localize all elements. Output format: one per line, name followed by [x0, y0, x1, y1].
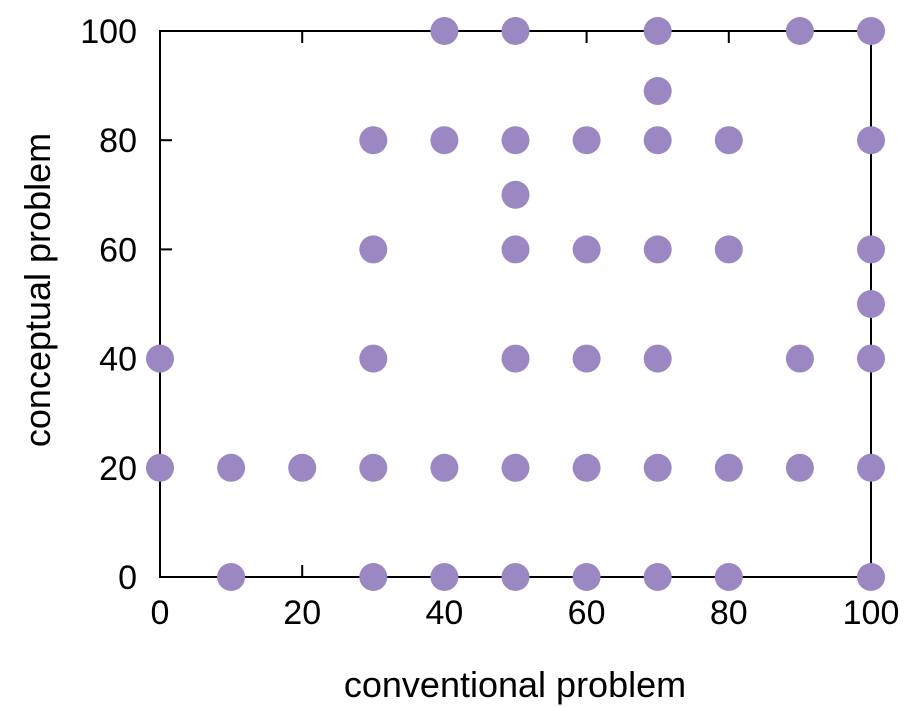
data-point	[359, 563, 388, 591]
data-point	[430, 453, 459, 482]
data-point	[359, 453, 388, 482]
data-point	[857, 235, 885, 264]
data-point	[501, 344, 530, 373]
data-point	[857, 344, 885, 373]
data-point	[430, 563, 459, 591]
data-point	[643, 77, 672, 106]
y-tick-label: 20	[99, 450, 137, 488]
data-point	[714, 235, 743, 264]
data-point	[785, 453, 814, 482]
data-point	[785, 344, 814, 373]
x-tick-label: 40	[425, 594, 463, 632]
data-point	[501, 17, 530, 45]
data-point	[857, 290, 885, 318]
y-tick-label: 100	[80, 13, 137, 51]
data-points	[146, 17, 885, 591]
x-tick-label: 100	[843, 594, 900, 632]
data-point	[146, 344, 174, 373]
data-point	[288, 453, 317, 482]
data-point	[430, 17, 459, 45]
data-point	[501, 180, 530, 209]
data-point	[572, 126, 601, 155]
axis-ticks: 0 20 40 60 80 100 0 20 40 60 80 100	[80, 13, 899, 632]
plot-frame	[159, 30, 872, 578]
y-axis-label: conceptual problem	[17, 133, 58, 447]
data-point	[714, 453, 743, 482]
data-point	[217, 563, 246, 591]
data-point	[643, 17, 672, 45]
y-tick-label: 80	[99, 122, 137, 160]
data-point	[572, 344, 601, 373]
y-tick-label: 0	[118, 559, 137, 597]
data-point	[146, 453, 174, 482]
data-point	[643, 235, 672, 264]
data-point	[572, 453, 601, 482]
data-point	[643, 126, 672, 155]
data-point	[501, 126, 530, 155]
data-point	[643, 563, 672, 591]
data-point	[857, 563, 885, 591]
y-tick-label: 60	[99, 231, 137, 269]
data-point	[572, 563, 601, 591]
data-point	[359, 235, 388, 264]
x-tick-label: 0	[151, 594, 170, 632]
data-point	[857, 126, 885, 155]
y-tick-label: 40	[99, 341, 137, 379]
x-tick-label: 80	[710, 594, 748, 632]
data-point	[857, 17, 885, 45]
data-point	[714, 563, 743, 591]
data-point	[359, 126, 388, 155]
data-point	[857, 453, 885, 482]
data-point	[572, 235, 601, 264]
data-point	[714, 126, 743, 155]
data-point	[359, 344, 388, 373]
data-point	[643, 344, 672, 373]
data-point	[643, 453, 672, 482]
data-point	[785, 17, 814, 45]
data-point	[217, 453, 246, 482]
data-point	[501, 235, 530, 264]
x-tick-label: 60	[568, 594, 606, 632]
data-point	[501, 563, 530, 591]
x-axis-label: conventional problem	[344, 664, 686, 705]
data-point	[430, 126, 459, 155]
x-tick-label: 20	[283, 594, 321, 632]
data-point	[501, 453, 530, 482]
